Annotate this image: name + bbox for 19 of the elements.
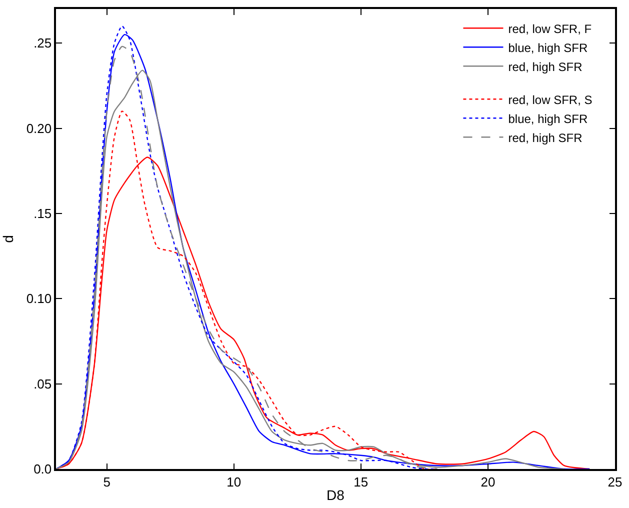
x-axis-title: D8 [326, 487, 345, 504]
y-tick-label: 0.20 [26, 120, 52, 136]
legend-label: blue, high SFR [508, 112, 588, 126]
y-tick-label: .25 [34, 36, 52, 51]
x-tick-label: 5 [103, 474, 110, 490]
x-tick-label: 25 [608, 474, 622, 490]
legend-label: red, high SFR [508, 130, 583, 145]
legend-label: red, high SFR [508, 60, 583, 74]
y-tick-label: 0.10 [26, 291, 52, 306]
y-tick-label: 0.0 [34, 462, 52, 477]
x-tick-label: 20 [480, 474, 496, 490]
legend-label: red, low SFR, F [508, 22, 592, 36]
y-tick-label: .15 [34, 206, 52, 221]
legend-label: blue, high SFR [508, 40, 588, 55]
y-tick-label: .05 [34, 376, 52, 392]
x-tick-label: 10 [226, 474, 242, 490]
y-axis-title: d [0, 235, 16, 243]
x-tick-label: 15 [354, 474, 368, 490]
legend-label: red, low SFR, S [508, 92, 592, 107]
